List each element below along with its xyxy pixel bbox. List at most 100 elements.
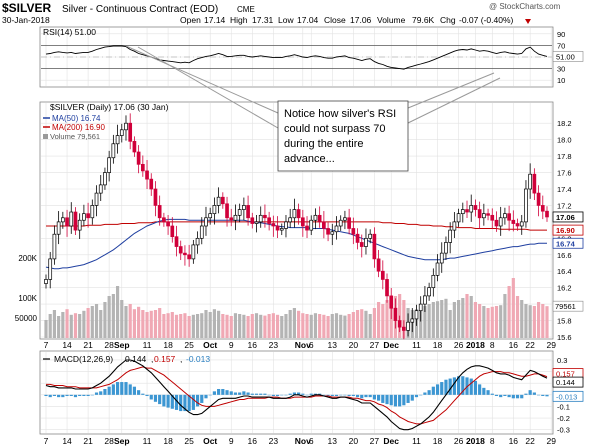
candle-body bbox=[540, 205, 545, 212]
candle-body bbox=[330, 231, 335, 235]
close-label: Close bbox=[324, 15, 346, 25]
price-tick-label: 16.6 bbox=[557, 251, 572, 260]
candle-body bbox=[170, 225, 175, 238]
candle-body bbox=[300, 217, 305, 227]
volume-bar bbox=[545, 306, 549, 338]
x-tick-label-mid: 13 bbox=[328, 340, 338, 350]
price-tick-label: 16.4 bbox=[557, 267, 572, 276]
macd-signal-line bbox=[46, 366, 548, 425]
macd-histogram-bar bbox=[435, 384, 440, 395]
candle-body bbox=[103, 172, 107, 186]
low-value: 17.04 bbox=[297, 15, 319, 25]
macd-histogram-bar bbox=[431, 386, 435, 395]
macd-histogram-bar bbox=[330, 394, 334, 396]
x-tick-label-mid: 7 bbox=[44, 340, 49, 350]
candle-body bbox=[174, 236, 179, 247]
candle-body bbox=[452, 221, 457, 231]
ma50-legend: MA(50) 16.74 bbox=[52, 114, 101, 123]
rsi-line bbox=[45, 45, 548, 70]
volume-bar bbox=[174, 314, 179, 338]
candle-body bbox=[545, 210, 549, 218]
close-value: 17.06 bbox=[350, 15, 372, 25]
x-tick-label-mid: 18 bbox=[433, 340, 443, 350]
macd-histogram-bar bbox=[141, 393, 145, 395]
macd-histogram-bar bbox=[200, 394, 204, 403]
macd-histogram-bar bbox=[195, 394, 200, 407]
volume-bar bbox=[372, 308, 376, 338]
callout-box bbox=[277, 100, 409, 172]
callout-line-4: advance... bbox=[284, 153, 335, 165]
x-tick-label-bottom: 14 bbox=[62, 436, 72, 446]
volume-bar bbox=[532, 306, 536, 338]
candle-body bbox=[90, 205, 95, 219]
macd-histogram-bar bbox=[208, 394, 212, 396]
macd-histogram-bar bbox=[494, 394, 499, 396]
volume-bar bbox=[229, 316, 233, 338]
x-tick-label-bottom: 28 bbox=[104, 436, 114, 446]
volume-bar bbox=[200, 313, 204, 338]
description-label: Silver - Continuous Contract (EOD) bbox=[62, 4, 218, 15]
volume-bar bbox=[284, 314, 288, 338]
change-down-icon bbox=[525, 19, 531, 24]
price-tick-label: 17.4 bbox=[557, 185, 572, 194]
macd-histogram-bar bbox=[275, 394, 280, 396]
candle-body bbox=[61, 217, 65, 223]
price-value-tag bbox=[552, 237, 584, 249]
x-tick-label-bottom: 16 bbox=[248, 436, 258, 446]
macd-histogram-bar bbox=[94, 392, 99, 395]
price-legend-title: $SILVER (Daily) 17.06 (30 Jan) bbox=[50, 102, 169, 112]
volume-bar bbox=[57, 316, 61, 338]
candle-body bbox=[364, 237, 368, 247]
candle-body bbox=[296, 209, 301, 219]
volume-bar bbox=[48, 314, 52, 338]
candle-body bbox=[439, 252, 444, 264]
macd-histogram-bar bbox=[61, 394, 65, 398]
macd-histogram-bar bbox=[503, 394, 507, 396]
volume-bar bbox=[221, 314, 225, 338]
macd-series bbox=[44, 359, 549, 431]
candle-body bbox=[216, 196, 221, 206]
candle-body bbox=[456, 213, 461, 223]
volume-bar bbox=[103, 302, 107, 338]
volume-bar bbox=[482, 306, 486, 338]
macd-histogram-bar bbox=[107, 386, 111, 395]
macd-histogram-bar bbox=[57, 394, 61, 398]
candle-body bbox=[385, 279, 389, 297]
price-tick-label: 18.2 bbox=[557, 119, 572, 128]
candle-body bbox=[515, 223, 520, 227]
macd-histogram-bar bbox=[440, 382, 444, 395]
volume-bar bbox=[355, 310, 360, 338]
price-tick-label: 17.6 bbox=[557, 169, 572, 178]
x-tick-label-bottom: 22 bbox=[525, 436, 535, 446]
volume-tick-label: 50000 bbox=[15, 314, 38, 323]
x-tick-label-bottom: 18 bbox=[433, 436, 443, 446]
rsi-legend: RSI(14) 51.00 bbox=[43, 27, 96, 37]
volume-bar bbox=[360, 309, 364, 338]
callout-pointer-left-lower bbox=[137, 46, 279, 129]
candle-body bbox=[115, 135, 120, 145]
candle-body bbox=[418, 303, 423, 312]
candle-body bbox=[469, 205, 474, 213]
volume-bar bbox=[499, 305, 503, 338]
macd-histogram-bar bbox=[246, 392, 250, 395]
volume-value: 79.6K bbox=[412, 15, 435, 25]
volume-bar bbox=[78, 314, 82, 338]
volume-bar bbox=[204, 310, 208, 338]
candle-body bbox=[359, 242, 364, 247]
candle-body bbox=[140, 163, 145, 172]
candle-body bbox=[317, 214, 322, 223]
macd-histogram-bar bbox=[410, 394, 414, 401]
candle-body bbox=[313, 214, 318, 221]
macd-histogram-bar bbox=[166, 394, 170, 408]
candle-body bbox=[157, 205, 162, 219]
macd-histogram-bar bbox=[414, 394, 419, 398]
volume-bar bbox=[326, 316, 330, 338]
macd-histogram-bar bbox=[86, 394, 90, 396]
volume-bar bbox=[541, 304, 545, 338]
candle-body bbox=[536, 192, 541, 206]
axis-labels: 77141421212828SepSep111118182525OctOct99… bbox=[15, 30, 584, 446]
candle-body bbox=[69, 211, 74, 227]
ma50-line bbox=[45, 218, 547, 270]
candle-body bbox=[427, 287, 431, 297]
